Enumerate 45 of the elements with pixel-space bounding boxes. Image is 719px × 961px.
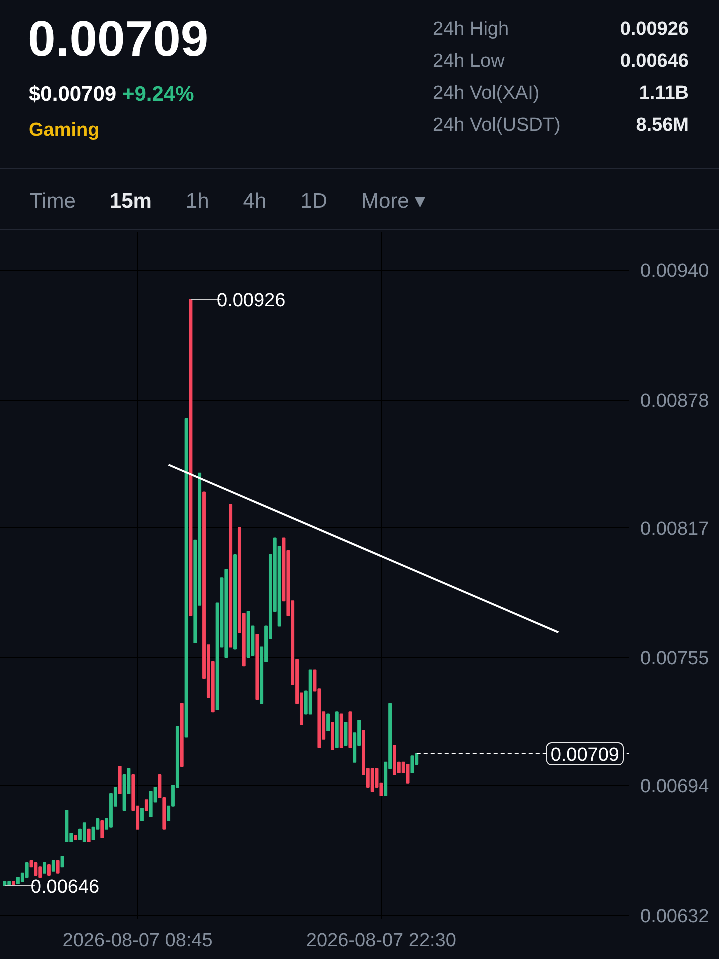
y-tick-label: 0.00940 — [640, 261, 710, 282]
text: More ▾ — [362, 190, 426, 213]
candlestick — [43, 862, 47, 874]
text: 1.11B — [639, 82, 689, 106]
candlestick — [34, 862, 38, 876]
candlestick — [60, 856, 64, 868]
y-tick-label: 0.00694 — [640, 776, 710, 798]
y-tick-label: 0.00878 — [640, 391, 710, 412]
annotation: 0.00646 — [30, 876, 100, 898]
chart-subtitle: $0.00709 +9.24% — [29, 82, 194, 108]
candlestick — [48, 864, 51, 876]
candlestick — [410, 756, 414, 774]
candlestick — [100, 820, 104, 838]
text: 0.00926 — [620, 18, 689, 42]
text: 0.00646 — [620, 50, 689, 74]
text: 4h — [243, 190, 267, 213]
candlestick — [406, 764, 410, 784]
ref-line-label: 0.00709 — [550, 745, 620, 766]
text: 1h — [186, 190, 210, 213]
x-tick-label: 2026-08-07 08:45 — [62, 930, 213, 952]
text: Time — [30, 190, 76, 213]
candlestick — [82, 822, 86, 843]
candlestick — [52, 860, 56, 872]
y-tick-label: 0.00755 — [640, 648, 710, 670]
text: 24h Vol(USDT) — [433, 114, 561, 138]
y-tick-label: 0.00817 — [640, 518, 710, 540]
candlestick — [140, 808, 144, 822]
candlestick — [344, 722, 348, 746]
text: 1D — [300, 190, 328, 213]
candlestick — [87, 828, 91, 843]
text: 24h Vol(XAI) — [433, 82, 540, 106]
candlestick — [326, 714, 330, 732]
candlestick — [370, 768, 374, 792]
x-tick-label: 2026-08-07 22:30 — [306, 930, 456, 952]
annotation: 0.00926 — [216, 290, 286, 312]
text: 24h High — [433, 18, 510, 42]
chart-title: 0.00709 — [28, 10, 209, 69]
text: 8.56M — [636, 114, 689, 138]
text: 24h Low — [433, 50, 505, 74]
candlestick — [25, 862, 29, 878]
text: Gaming — [29, 119, 100, 143]
candlestick — [56, 860, 60, 874]
y-tick-label: 0.00632 — [640, 906, 710, 928]
text: 15m — [110, 190, 152, 213]
candlestick — [144, 800, 148, 812]
